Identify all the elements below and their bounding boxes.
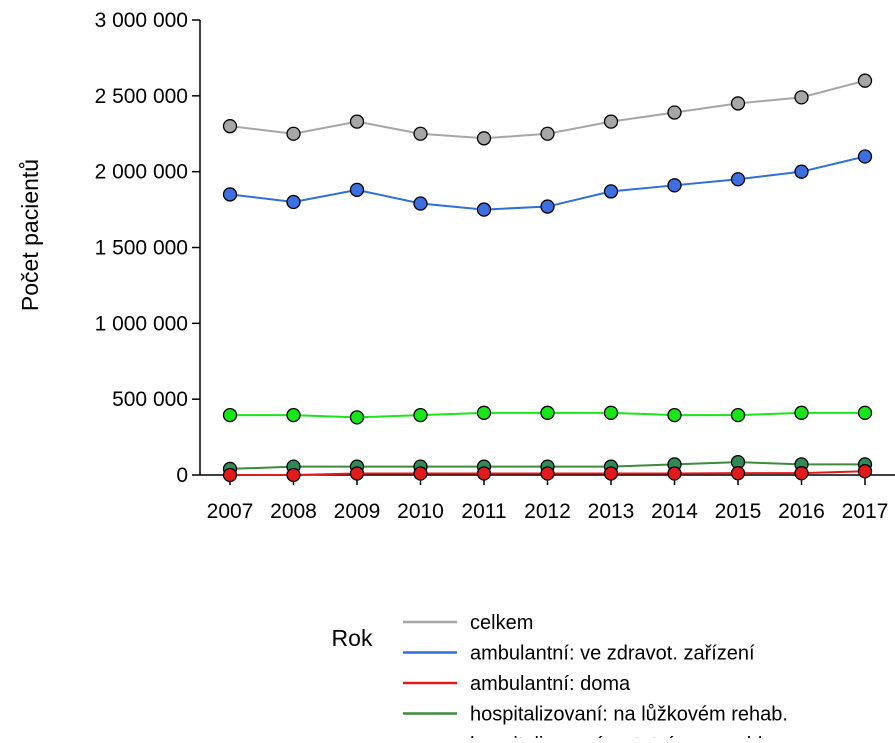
data-point bbox=[794, 90, 809, 105]
data-point bbox=[857, 405, 873, 420]
data-point bbox=[476, 405, 492, 420]
x-tick-label: 2017 bbox=[842, 500, 889, 523]
legend-item: hospitalizovaní: ostatní nem. odd. bbox=[403, 734, 768, 743]
x-axis: 2007 2008 2009 2010 2011 2012 2013 2014 2015 2016… bbox=[200, 474, 895, 523]
data-point bbox=[413, 126, 428, 141]
data-point bbox=[857, 464, 873, 479]
data-point bbox=[794, 405, 809, 420]
data-point bbox=[667, 407, 682, 423]
data-point bbox=[603, 466, 619, 481]
y-tick-label: 2 500 000 bbox=[95, 85, 188, 108]
data-point bbox=[603, 184, 619, 199]
legend-label: hospitalizovaní: na lůžkovém rehab. bbox=[470, 704, 788, 726]
legend-label: hospitalizovaní: ostatní nem. odd. bbox=[470, 734, 768, 738]
data-point bbox=[349, 182, 365, 198]
data-point bbox=[476, 131, 492, 146]
legend-item: ambulantní: ve zdravot. zařízení bbox=[403, 643, 755, 665]
legend-item: celkem bbox=[403, 612, 533, 634]
legend-item: hospitalizovaní: na lůžkovém rehab. bbox=[403, 704, 788, 726]
data-point bbox=[730, 172, 746, 187]
data-point bbox=[413, 466, 428, 481]
y-tick-label: 2 000 000 bbox=[95, 161, 188, 184]
data-point bbox=[349, 466, 365, 481]
data-point bbox=[222, 187, 238, 202]
data-point bbox=[540, 405, 555, 420]
data-point bbox=[286, 126, 301, 141]
data-point bbox=[540, 199, 555, 214]
x-axis-title: Rok bbox=[332, 625, 373, 651]
y-axis-title: Počet pacientů bbox=[17, 159, 43, 311]
legend: celkem ambulantní: ve zdravot. zařízení am… bbox=[403, 612, 788, 743]
y-axis: 0 500 000 1 000 000 1 500 000 2 000 000 2 500… bbox=[95, 9, 201, 487]
x-tick-label: 2007 bbox=[207, 500, 254, 523]
legend-label: ambulantní: doma bbox=[470, 673, 631, 695]
x-tick-label: 2009 bbox=[334, 500, 381, 523]
data-point bbox=[413, 407, 428, 423]
x-tick-label: 2015 bbox=[715, 500, 762, 523]
data-point bbox=[286, 194, 301, 210]
data-point bbox=[730, 466, 746, 481]
data-point bbox=[667, 105, 682, 120]
data-point bbox=[222, 119, 238, 134]
x-tick-label: 2012 bbox=[524, 500, 571, 523]
data-point bbox=[794, 466, 809, 481]
data-point bbox=[413, 196, 428, 211]
data-point bbox=[286, 467, 301, 483]
data-point bbox=[222, 467, 238, 483]
legend-label: ambulantní: ve zdravot. zařízení bbox=[470, 643, 755, 665]
x-tick-label: 2010 bbox=[397, 500, 444, 523]
legend-label: celkem bbox=[470, 612, 533, 634]
x-tick-label: 2013 bbox=[588, 500, 635, 523]
data-point bbox=[857, 73, 873, 88]
x-tick-label: 2008 bbox=[270, 500, 317, 523]
data-point bbox=[476, 466, 492, 481]
data-point bbox=[730, 407, 746, 423]
data-point bbox=[603, 114, 619, 129]
y-tick-label: 3 000 000 bbox=[95, 9, 188, 32]
data-point bbox=[540, 126, 555, 141]
y-tick-label: 1 500 000 bbox=[95, 237, 188, 260]
data-point bbox=[667, 178, 682, 193]
data-point bbox=[222, 407, 238, 423]
data-point bbox=[349, 114, 365, 129]
y-tick-label: 0 bbox=[176, 464, 188, 487]
data-point bbox=[286, 407, 301, 423]
data-point bbox=[857, 149, 873, 164]
y-tick-label: 1 000 000 bbox=[95, 312, 188, 335]
x-tick-label: 2014 bbox=[651, 500, 698, 523]
data-point bbox=[730, 96, 746, 111]
data-point bbox=[603, 405, 619, 420]
data-point bbox=[540, 466, 555, 481]
plot-series bbox=[222, 73, 873, 483]
x-tick-label: 2016 bbox=[778, 500, 825, 523]
legend-item: ambulantní: doma bbox=[403, 673, 631, 695]
data-point bbox=[794, 164, 809, 179]
data-point bbox=[667, 466, 682, 481]
x-tick-label: 2011 bbox=[461, 500, 506, 523]
data-point bbox=[349, 410, 365, 425]
y-tick-label: 500 000 bbox=[112, 388, 188, 411]
data-point bbox=[476, 202, 492, 217]
